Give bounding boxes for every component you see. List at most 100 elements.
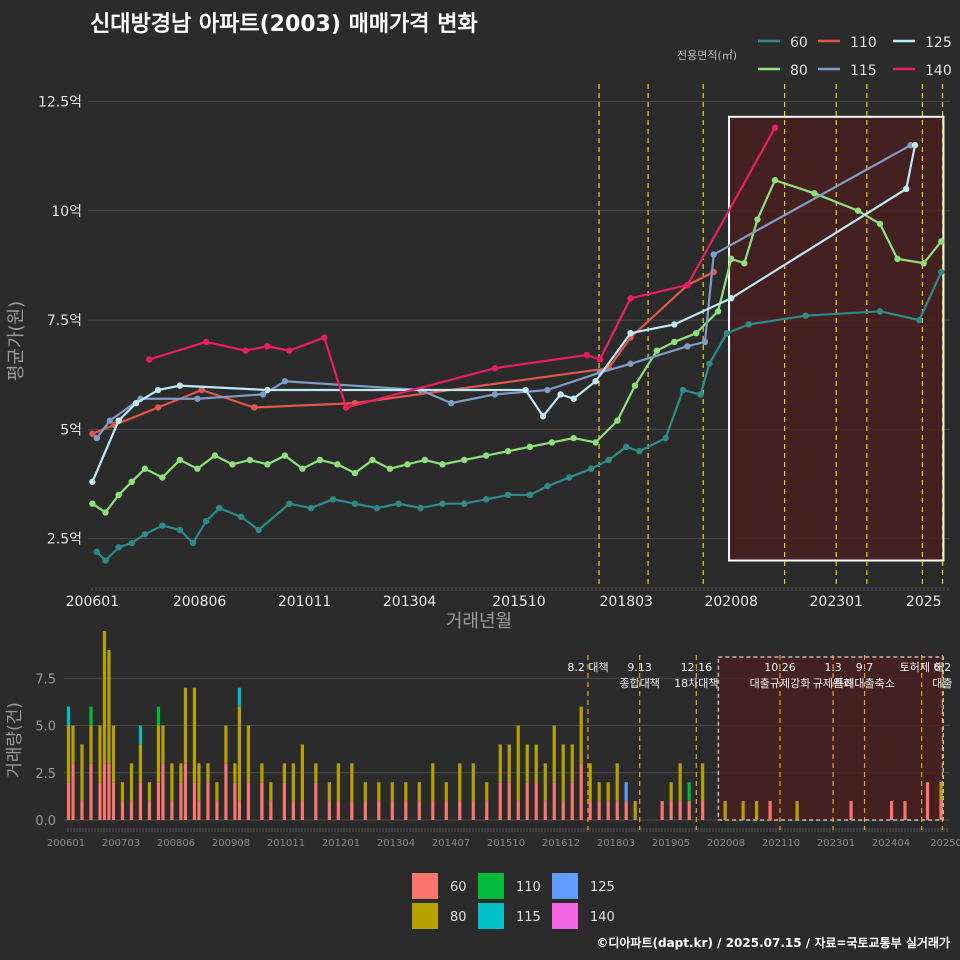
data-point-60 bbox=[255, 526, 262, 534]
data-point-125 bbox=[154, 386, 162, 394]
volume-bar-60 bbox=[291, 801, 295, 820]
x-tick-label: 200601 bbox=[66, 594, 119, 610]
legend-label-140: 140 bbox=[925, 63, 952, 79]
bar-legend-label-125: 125 bbox=[590, 880, 615, 895]
bar-x-tick-label: 20250 bbox=[930, 838, 960, 849]
x-tick-label: 201803 bbox=[599, 594, 652, 610]
volume-bar-60 bbox=[597, 801, 601, 820]
volume-bar-60 bbox=[156, 782, 161, 820]
data-point-60 bbox=[526, 491, 534, 499]
volume-bar-60 bbox=[183, 763, 188, 820]
legend-label-80: 80 bbox=[790, 63, 808, 79]
data-point-80 bbox=[246, 456, 254, 464]
volume-bar-115 bbox=[237, 687, 242, 707]
volume-bar-60 bbox=[543, 801, 547, 820]
volume-bar-60 bbox=[206, 782, 210, 820]
data-point-140 bbox=[146, 356, 153, 363]
data-point-80 bbox=[141, 465, 149, 472]
data-point-125 bbox=[570, 395, 577, 402]
data-point-125 bbox=[89, 478, 96, 486]
data-point-80 bbox=[264, 461, 271, 468]
bar-legend-swatch-110 bbox=[478, 873, 504, 899]
data-point-80 bbox=[920, 260, 927, 267]
data-point-125 bbox=[903, 185, 910, 193]
bar-legend-label-60: 60 bbox=[450, 880, 467, 895]
volume-bar-60 bbox=[431, 801, 435, 820]
volume-bar-60 bbox=[606, 801, 610, 820]
volume-bar-60 bbox=[525, 782, 529, 820]
bar-legend-swatch-125 bbox=[552, 873, 578, 899]
bar-x-tick-label: 201612 bbox=[542, 838, 580, 849]
data-point-80 bbox=[404, 461, 411, 468]
volume-bar-80 bbox=[678, 763, 682, 802]
data-point-60 bbox=[482, 496, 490, 503]
volume-bar-60 bbox=[192, 782, 197, 820]
volume-bar-60 bbox=[768, 801, 772, 820]
volume-bar-80 bbox=[404, 782, 408, 802]
volume-bar-80 bbox=[363, 782, 367, 802]
data-point-125 bbox=[522, 386, 529, 394]
volume-bar-60 bbox=[170, 801, 174, 820]
volume-bar-60 bbox=[120, 801, 125, 820]
policy-label: 대출 bbox=[932, 677, 952, 690]
data-point-60 bbox=[745, 321, 752, 328]
bar-legend-swatch-80 bbox=[412, 903, 438, 929]
data-point-125 bbox=[176, 382, 184, 389]
data-point-60 bbox=[216, 504, 223, 512]
data-point-60 bbox=[605, 456, 612, 464]
volume-bar-80 bbox=[291, 763, 295, 802]
x-tick-label: 202008 bbox=[704, 594, 757, 610]
volume-bar-60 bbox=[390, 801, 394, 820]
data-point-80 bbox=[548, 439, 556, 446]
data-point-115 bbox=[281, 378, 289, 385]
data-point-140 bbox=[321, 334, 328, 341]
bar-y-tick-label: 7.5 bbox=[35, 672, 56, 687]
volume-bar-60 bbox=[377, 801, 381, 820]
data-point-80 bbox=[89, 500, 96, 507]
volume-bar-60 bbox=[404, 801, 408, 820]
data-point-60 bbox=[93, 548, 100, 555]
data-point-60 bbox=[461, 500, 468, 507]
volume-bar-80 bbox=[606, 782, 610, 802]
data-point-115 bbox=[710, 251, 717, 258]
bar-legend-swatch-115 bbox=[478, 903, 504, 929]
bar-x-tick-label: 201304 bbox=[377, 838, 415, 849]
volume-bar-80 bbox=[129, 763, 134, 802]
volume-bar-80 bbox=[458, 763, 462, 802]
volume-bar-80 bbox=[723, 801, 727, 820]
bar-y-axis-title: 거래량(건) bbox=[5, 702, 25, 778]
volume-bar-60 bbox=[471, 801, 475, 820]
data-point-140 bbox=[342, 404, 350, 411]
data-point-60 bbox=[587, 465, 595, 472]
bar-x-tick-label: 202110 bbox=[762, 838, 800, 849]
volume-bar-60 bbox=[561, 801, 565, 820]
policy-label: 12.16 bbox=[681, 661, 713, 674]
policy-label: 1.3 bbox=[824, 661, 842, 674]
volume-bar-80 bbox=[111, 725, 116, 783]
volume-bar-60 bbox=[269, 801, 273, 820]
policy-label: 규제완화 bbox=[813, 677, 853, 690]
volume-bar-80 bbox=[597, 782, 601, 802]
bar-highlight-region bbox=[717, 656, 945, 821]
data-point-60 bbox=[141, 531, 149, 538]
bar-x-tick-label: 202404 bbox=[872, 838, 910, 849]
volume-bar-80 bbox=[525, 744, 529, 783]
volume-bar-60 bbox=[80, 801, 84, 820]
data-point-80 bbox=[439, 461, 446, 468]
policy-label: 특례대출축소 bbox=[834, 677, 895, 690]
volume-bar-60 bbox=[660, 801, 664, 820]
bar-x-tick-label: 201905 bbox=[652, 838, 690, 849]
volume-bar-80 bbox=[516, 725, 520, 802]
data-point-125 bbox=[911, 142, 919, 149]
data-point-115 bbox=[701, 338, 709, 346]
y-tick-label: 10억 bbox=[51, 204, 82, 220]
volume-bar-80 bbox=[350, 763, 354, 802]
data-point-110 bbox=[198, 386, 205, 394]
volume-bar-60 bbox=[233, 782, 237, 820]
volume-bar-80 bbox=[633, 801, 637, 820]
data-point-80 bbox=[653, 347, 661, 354]
data-point-80 bbox=[811, 190, 818, 197]
volume-bar-60 bbox=[889, 801, 894, 820]
bar-legend-swatch-140 bbox=[552, 903, 578, 929]
data-point-80 bbox=[482, 452, 490, 459]
